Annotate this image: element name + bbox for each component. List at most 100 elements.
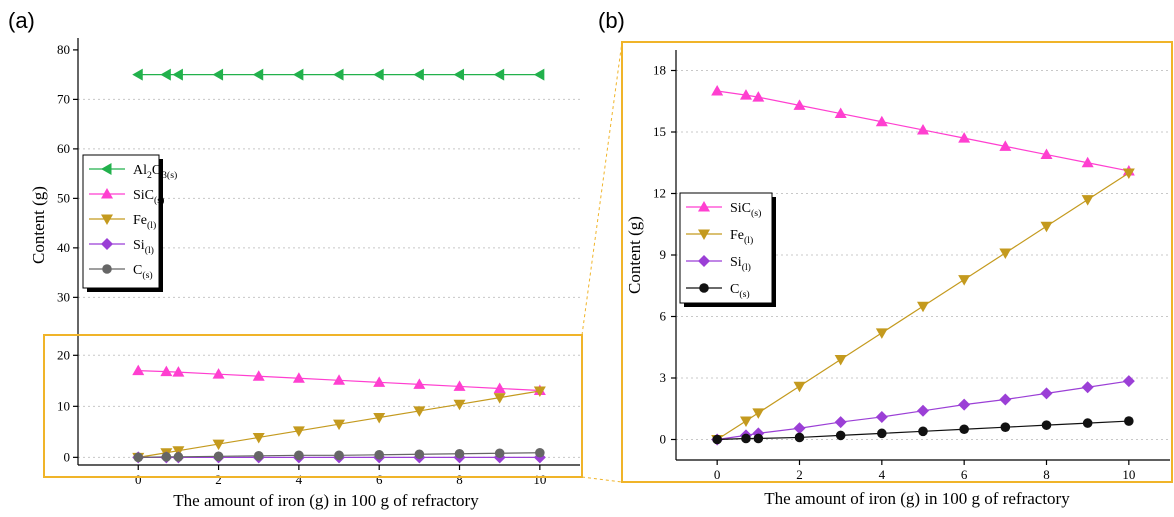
legend-marker: [101, 163, 112, 175]
legend-label-sub: (s): [751, 208, 761, 219]
data-point-sic: [453, 380, 466, 391]
data-point-fe: [1040, 221, 1053, 233]
data-point-fe: [739, 416, 752, 428]
data-point-fe: [533, 386, 546, 398]
data-point-c: [161, 452, 172, 462]
x-tick-label: 8: [456, 472, 463, 487]
legend-label-base: Fe: [133, 213, 147, 228]
x-tick-label: 0: [135, 472, 142, 487]
data-point-al2o3: [493, 68, 505, 81]
data-point-fe: [413, 406, 426, 417]
y-axis-title: Content (g): [29, 186, 48, 264]
y-tick-label: 0: [64, 449, 71, 464]
y-tick-label: 30: [57, 289, 70, 304]
y-tick-label: 6: [660, 309, 667, 324]
legend-label-sub: (s): [739, 289, 749, 300]
data-point-c: [918, 426, 928, 437]
legend-item-c: C(s): [686, 282, 750, 300]
data-point-si: [875, 410, 888, 423]
y-tick-label: 20: [57, 347, 70, 362]
legend-item-fe: Fe(l): [89, 213, 156, 231]
data-point-al2o3: [252, 68, 264, 81]
legend-marker: [698, 229, 710, 240]
data-point-c: [835, 430, 846, 441]
data-point-c: [535, 447, 545, 458]
legend-item-si: Si(l): [686, 255, 751, 273]
legend-box: [679, 192, 773, 304]
data-point-c: [741, 433, 751, 444]
data-point-c: [334, 450, 344, 461]
panel-a-label: (a): [8, 8, 35, 33]
x-tick-label: 10: [533, 472, 546, 487]
data-point-sic: [373, 376, 386, 387]
data-point-sic: [132, 364, 145, 376]
data-point-si: [1040, 387, 1053, 400]
series-c: [712, 416, 1134, 445]
data-point-fe: [834, 355, 847, 366]
data-point-al2o3: [533, 68, 545, 81]
legend-marker: [698, 201, 710, 212]
x-tick-label: 2: [796, 467, 803, 482]
data-point-al2o3: [292, 68, 304, 81]
legend-label-mid: O: [152, 163, 162, 178]
data-point-si: [999, 393, 1012, 406]
legend: Al2O3(s) SiC(s) Fe(l) Si(l) C(s): [82, 154, 177, 292]
data-point-fe: [493, 393, 506, 404]
x-tick-label: 0: [714, 467, 721, 482]
data-point-sic: [999, 140, 1012, 151]
data-point-c: [1082, 418, 1093, 428]
series-al2o3: [132, 68, 545, 81]
series-fe: [711, 168, 1135, 446]
data-point-c: [794, 432, 805, 443]
data-point-al2o3: [373, 68, 384, 81]
legend-label: C(s): [730, 282, 750, 300]
data-point-si: [1122, 375, 1135, 388]
data-point-al2o3: [132, 68, 143, 81]
legend-item-si: Si(l): [89, 238, 154, 256]
legend-item-sic: SiC(s): [89, 188, 164, 206]
legend-label-base: SiC: [730, 201, 751, 216]
legend-marker: [101, 238, 113, 250]
data-point-sic: [493, 382, 506, 393]
x-tick-label: 4: [296, 472, 303, 487]
panel-b-label: (b): [598, 8, 625, 33]
data-point-c: [454, 448, 465, 459]
legend-item-fe: Fe(l): [686, 228, 753, 246]
data-point-c: [414, 449, 425, 460]
data-point-sic: [172, 366, 185, 377]
legend-marker: [101, 188, 113, 199]
y-tick-label: 3: [660, 370, 667, 385]
data-point-si: [834, 416, 847, 429]
data-point-sic: [917, 123, 929, 135]
legend-item-c: C(s): [89, 263, 153, 281]
data-point-al2o3: [413, 68, 424, 81]
data-point-sic: [875, 115, 888, 127]
data-point-fe: [1122, 168, 1135, 179]
legend-label-base: Si: [730, 255, 742, 270]
chart-a: 30 40 50 60 70 80 0 10 20 0 2 4 6 8 10 Content (g) The a…: [29, 38, 583, 510]
y-tick-label: 70: [57, 91, 70, 106]
data-point-si: [1081, 381, 1094, 394]
data-point-al2o3: [212, 68, 224, 81]
legend-item-sic: SiC(s): [686, 201, 761, 219]
series-sic: [711, 85, 1135, 176]
y-tick-label: 10: [57, 398, 70, 413]
data-point-sic: [1040, 148, 1053, 160]
y-tick-label: 50: [57, 190, 70, 205]
data-point-fe: [373, 413, 386, 424]
data-point-sic: [1081, 156, 1094, 168]
zoom-connector: [581, 41, 623, 483]
legend-label: Si(l): [730, 255, 751, 273]
data-point-sic: [958, 132, 971, 143]
data-point-c: [494, 448, 505, 459]
legend-label-sub: 3(s): [162, 170, 177, 181]
legend-label-base: C: [133, 263, 142, 278]
y-tick-label: 18: [653, 63, 666, 78]
legend-label: Al2O3(s): [133, 163, 177, 181]
legend-label-sub: (l): [742, 262, 751, 273]
data-point-fe: [917, 301, 929, 313]
data-point-fe: [453, 399, 466, 411]
zoom-frame: [621, 41, 1173, 483]
series-c: [133, 447, 545, 463]
series-sic: [132, 364, 546, 396]
